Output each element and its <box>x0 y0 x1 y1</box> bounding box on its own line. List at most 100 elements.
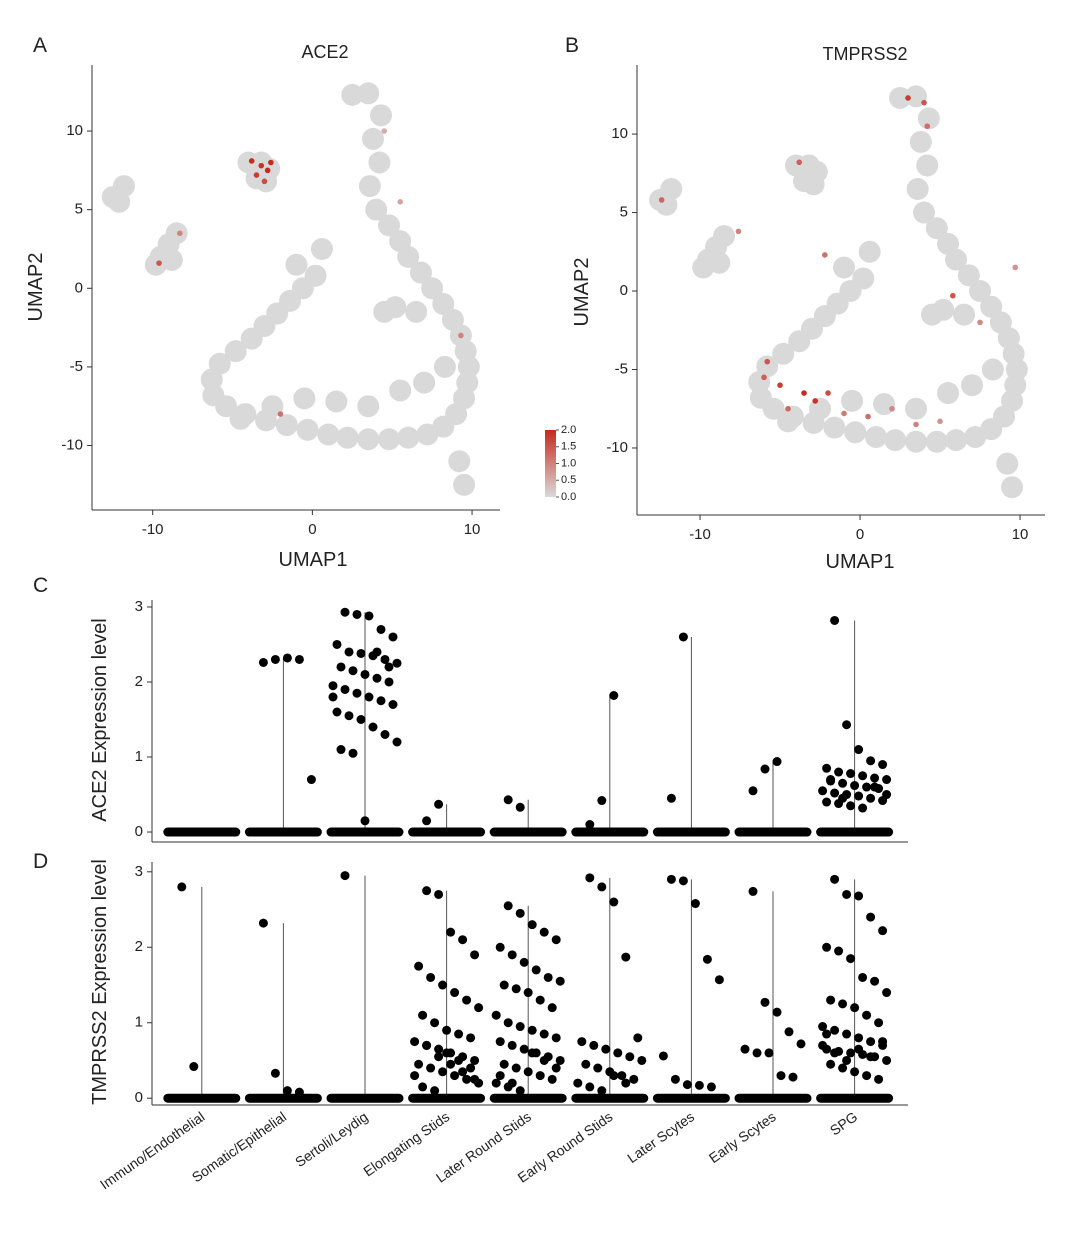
point <box>589 1040 599 1050</box>
cell-point <box>261 395 284 418</box>
point <box>340 684 350 694</box>
point <box>356 648 366 658</box>
point <box>270 1068 280 1078</box>
point <box>332 639 342 649</box>
point <box>430 1018 440 1028</box>
category-group <box>571 690 649 837</box>
point <box>348 666 358 676</box>
point <box>547 1003 557 1013</box>
point <box>862 782 872 792</box>
point <box>258 918 268 928</box>
chart-title: TMPRSS2 <box>822 44 907 64</box>
x-tick-label: Immuno/Endothelial <box>97 1108 208 1192</box>
point <box>454 1055 464 1065</box>
cell-point <box>713 225 736 248</box>
point <box>434 799 444 809</box>
cell-point <box>296 418 319 441</box>
point <box>551 1033 561 1043</box>
point <box>842 1055 852 1065</box>
point <box>336 745 346 755</box>
point <box>356 714 366 724</box>
cell-point <box>996 452 1019 475</box>
cell-point <box>156 260 162 266</box>
point <box>621 1078 631 1088</box>
point <box>760 997 770 1007</box>
cell-point <box>229 407 252 430</box>
cell-point <box>357 395 380 418</box>
point <box>523 988 533 998</box>
point <box>364 692 374 702</box>
point <box>846 801 856 811</box>
y-tick-label: 2 <box>135 938 143 955</box>
cell-point <box>1012 264 1019 271</box>
category-group <box>816 615 894 837</box>
colorbar-label: 0.5 <box>561 474 576 486</box>
point <box>547 1074 557 1084</box>
point <box>822 797 832 807</box>
point <box>177 882 187 892</box>
point <box>818 1040 828 1050</box>
point <box>523 1067 533 1077</box>
cell-point <box>268 159 274 166</box>
cell-point <box>160 248 183 271</box>
point <box>535 1071 545 1081</box>
cell-point <box>937 418 943 425</box>
cell-point <box>357 428 380 451</box>
point <box>418 1010 428 1020</box>
point <box>597 1086 607 1096</box>
point <box>430 1086 440 1096</box>
point <box>306 775 316 785</box>
cell-point <box>884 429 907 452</box>
point <box>551 935 561 945</box>
point <box>507 1078 517 1088</box>
cell-point <box>937 382 960 405</box>
cell-point <box>341 83 364 106</box>
point <box>348 748 358 758</box>
point <box>470 1055 480 1065</box>
point <box>854 1033 864 1043</box>
cell-point <box>413 371 436 394</box>
point <box>499 1059 509 1069</box>
point <box>874 1074 884 1084</box>
point <box>818 786 828 796</box>
point <box>822 763 832 773</box>
cell-point <box>844 421 867 444</box>
cell-point <box>865 425 888 448</box>
point <box>882 775 892 785</box>
point <box>577 1037 587 1047</box>
point <box>519 1044 529 1054</box>
point <box>495 1037 505 1047</box>
point <box>613 1048 623 1058</box>
cell-point <box>405 300 428 323</box>
cell-point <box>397 426 420 449</box>
cell-point <box>969 280 992 303</box>
cell-point <box>275 414 298 437</box>
point <box>834 946 844 956</box>
colorbar-label: 2.0 <box>561 424 576 436</box>
cell-point <box>165 222 188 245</box>
point <box>474 1003 484 1013</box>
point <box>340 607 350 617</box>
y-tick-label: 3 <box>135 598 143 615</box>
cell-point <box>761 374 767 381</box>
point <box>462 1074 472 1084</box>
point <box>360 669 370 679</box>
category-group <box>652 632 730 837</box>
cell-point <box>248 158 255 164</box>
cells <box>649 85 1028 499</box>
y-tick-label: -10 <box>61 436 83 453</box>
category-group <box>734 757 812 837</box>
x-axis-label: UMAP1 <box>826 551 895 573</box>
category-group <box>652 874 730 1103</box>
point <box>332 707 342 717</box>
point <box>818 1022 828 1032</box>
point <box>842 720 852 730</box>
panel-letter: A <box>33 34 47 57</box>
cell-point <box>913 201 936 224</box>
point <box>858 972 868 982</box>
cell-point <box>858 240 881 263</box>
y-tick-label: 0 <box>135 1089 143 1106</box>
point <box>666 793 676 803</box>
y-tick-label: 0 <box>135 823 143 840</box>
